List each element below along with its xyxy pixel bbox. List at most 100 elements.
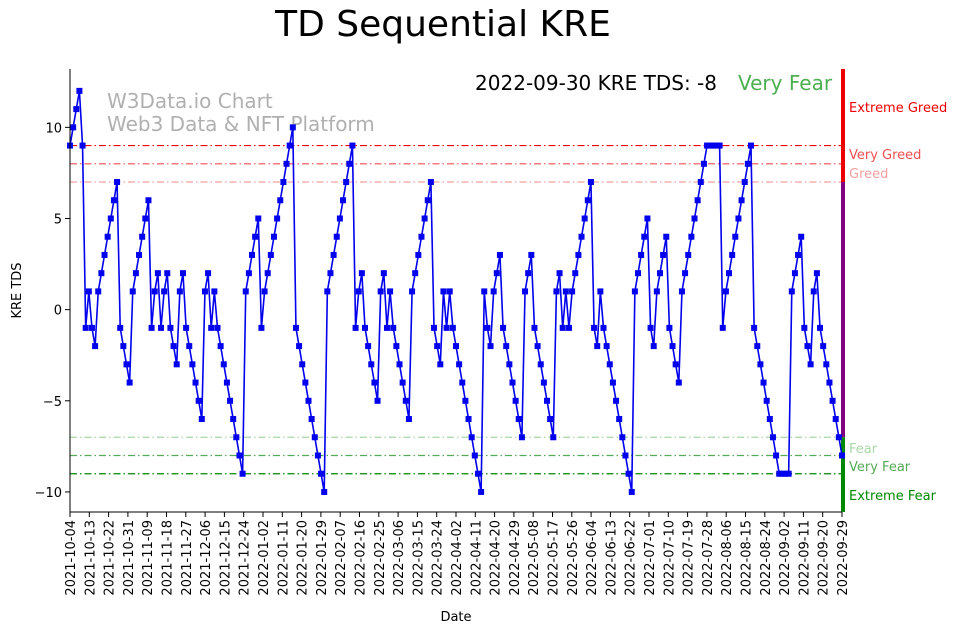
data-point [622,452,629,459]
data-point [644,215,651,222]
data-point [387,288,394,295]
data-point [597,288,604,295]
data-point [832,416,839,423]
data-point [120,343,127,350]
data-point [245,270,252,277]
data-point [751,324,758,331]
data-point [766,416,773,423]
data-point [264,270,271,277]
data-point [453,343,459,350]
data-point [402,397,409,404]
data-point [719,324,726,331]
data-point [744,160,751,167]
data-point [431,324,438,331]
data-point [594,343,601,350]
x-tick-label: 2022-06-04 [585,520,600,596]
data-point [795,251,802,258]
data-point [591,324,598,331]
data-point [179,270,186,277]
data-point [547,416,554,423]
data-point [763,397,770,404]
data-point [424,197,431,204]
x-tick-label: 2022-04-20 [489,520,504,596]
x-tick-label: 2022-07-28 [701,520,716,596]
zone-labels: Extreme Greed Very Greed Greed Fear Very Fea… [849,101,947,504]
data-point [336,215,343,222]
data-point [434,343,441,350]
data-point [600,324,607,331]
data-point [481,288,488,295]
data-point [242,288,249,295]
data-point [151,288,158,295]
data-point [183,324,190,331]
data-point [299,361,306,368]
data-point [311,434,318,441]
data-point [474,470,481,477]
data-point [468,434,475,441]
data-point [700,160,707,167]
data-point [220,361,227,368]
data-point [132,270,139,277]
data-point [249,251,256,258]
data-point [675,379,682,386]
data-point [798,233,805,240]
data-point [616,416,623,423]
data-point [324,288,331,295]
data-point [158,324,165,331]
x-tick-label: 2021-12-15 [218,520,233,596]
data-point [515,416,522,423]
data-point [292,324,299,331]
data-point [136,251,143,258]
data-point [757,361,764,368]
data-point [678,288,685,295]
data-point [239,470,246,477]
data-point [500,324,507,331]
zone-label-1: Very Greed [849,148,921,163]
data-point [201,288,208,295]
data-point [440,288,447,295]
data-point [283,160,290,167]
data-point [186,343,193,350]
data-point [399,379,406,386]
data-point [669,343,676,350]
data-point [192,379,199,386]
data-point [308,416,315,423]
data-point [691,215,698,222]
data-point [666,324,673,331]
data-point [92,343,99,350]
zone-label-5: Extreme Fear [849,489,937,504]
data-point [710,142,717,149]
data-point [760,379,767,386]
data-point [726,270,733,277]
data-point [456,361,463,368]
data-point [95,288,102,295]
data-point [660,251,667,258]
data-point [437,361,444,368]
data-point [537,361,544,368]
data-point [697,179,704,186]
x-tick-label: 2022-09-29 [836,520,851,596]
data-point [785,470,792,477]
data-point [820,343,827,350]
x-tick-label: 2022-02-16 [354,520,369,596]
data-point [779,470,786,477]
data-point [361,324,368,331]
data-point [261,288,268,295]
y-axis-label: KRE TDS [10,262,25,318]
x-axis-label: Date [440,610,471,625]
data-point [506,361,513,368]
watermark-line-2: Web3 Data & NFT Platform [107,112,375,136]
data-point [305,397,312,404]
data-point [289,124,296,131]
data-point [145,197,152,204]
data-point [274,215,281,222]
x-tick-label: 2022-09-20 [817,520,832,596]
data-point [732,233,739,240]
x-tick-label: 2021-10-22 [103,520,118,596]
data-point [459,379,466,386]
data-point [223,379,230,386]
data-point [741,179,748,186]
data-point [349,142,356,149]
data-point [415,251,422,258]
data-point [139,233,146,240]
